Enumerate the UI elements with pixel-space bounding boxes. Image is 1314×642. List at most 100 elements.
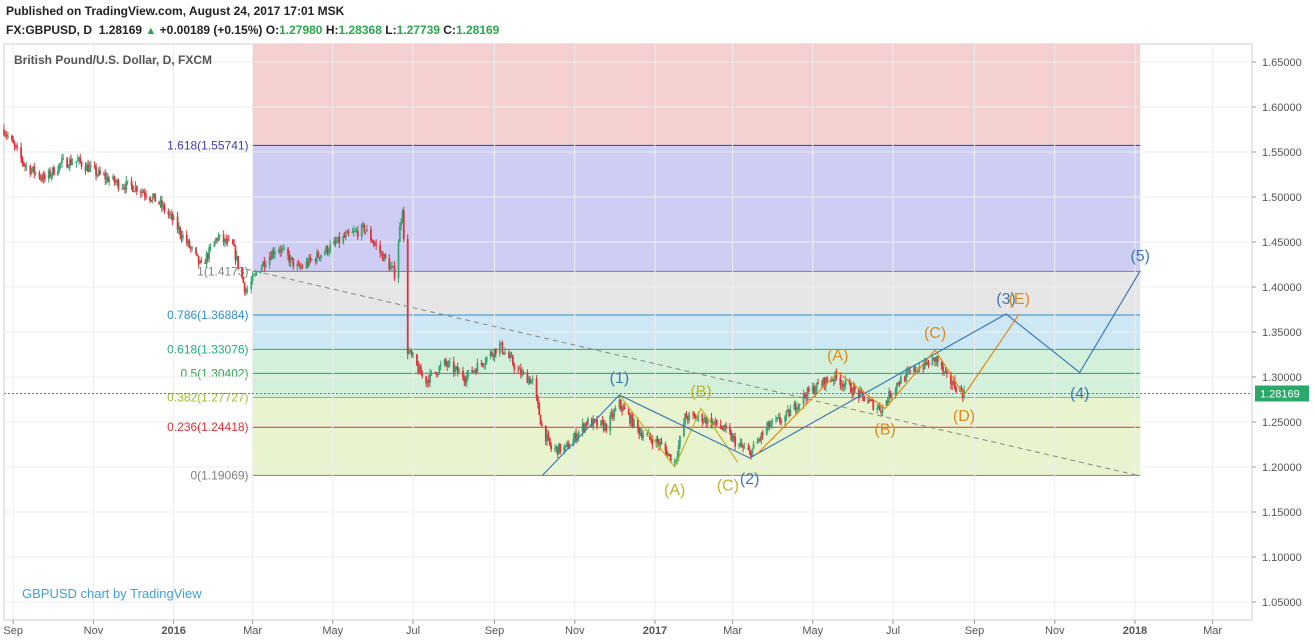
candles [3,124,965,467]
candle-body [830,380,833,382]
candle-body [784,416,787,423]
candle-body [752,443,755,449]
candle-body [527,378,530,384]
price-axis[interactable]: 1.05000 1.10000 1.15000 1.20000 1.25000 1.300… [4,44,1309,620]
candle-body [519,368,522,376]
candle-body [425,376,428,384]
candle-body [38,172,41,178]
price-tick-label: 1.25000 [1262,417,1302,429]
candle-body [412,354,414,356]
candle-body [113,176,116,183]
candle-body [665,450,668,457]
candle-body [105,176,108,180]
candle-body [776,417,779,420]
candle-body [88,166,91,172]
candle-body [464,381,467,383]
candle-body [185,234,188,244]
wave-yellow-label: (A) [664,482,685,499]
candle-body [522,371,525,373]
candle-body [596,420,598,426]
candle-body [955,388,958,392]
candle-body [872,400,875,410]
candle-body [852,386,855,395]
candle-body [364,231,367,233]
candle-body [805,396,808,399]
wave-annotations[interactable]: (A) (B) (C) (1) (2) (3) (4) (5) (A) (B) (C) (D) (E) [245,248,1150,499]
candle-body [217,236,220,241]
candle-body [575,432,577,441]
fib-level-label: 0.618(1.33076) [167,342,248,356]
candle-body [923,359,926,369]
candle-body [952,380,955,385]
candle-body [393,266,396,279]
candle-body [43,174,46,179]
candle-body [288,255,291,263]
candle-body [684,413,687,423]
candle-body [79,157,82,162]
candle-body [30,169,33,174]
candle-body [329,244,332,252]
candle-body [283,248,286,250]
candle-body [714,419,717,423]
candle-body [375,244,378,246]
candle-body [397,242,400,279]
high-label: H: [325,23,339,37]
candle-body [558,443,560,455]
candle-body [352,231,355,233]
candle-body [611,413,614,418]
candle-body [139,191,142,193]
candle-body [667,454,670,457]
candle-body [675,460,677,462]
candle-body [310,259,313,261]
candle-body [241,267,243,278]
low-label: L: [385,23,397,37]
candle-body [34,172,37,174]
candle-body [133,191,136,193]
change-value: +0.00189 (+0.15%) [159,23,263,37]
price-tick-label: 1.65000 [1262,57,1302,69]
candle-body [740,443,743,447]
candle-body [200,260,203,263]
candle-body [80,161,83,167]
candle-body [70,159,72,165]
candle-body [825,377,827,387]
candle-body [475,370,478,373]
candle-body [730,432,733,441]
candle-body [564,445,567,448]
fib-retracement[interactable]: 1.618(1.55741) 1(1.4173) 0.786(1.36884) 0.6… [167,44,1141,482]
candle-body [455,366,458,368]
candle-body [747,447,750,450]
candle-body [406,239,409,354]
candle-body [843,384,846,388]
price-tick-label: 1.40000 [1262,282,1302,294]
candle-body [117,180,120,189]
fib-zone [252,44,1141,146]
candle-body [946,371,948,374]
candle-body [806,387,809,399]
candle-body [20,147,22,158]
candle-body [130,180,133,186]
candle-body [263,261,266,267]
time-axis[interactable]: Sep Nov 2016 Mar May Jul Sep Nov 2017 Mar May Jul Se… [3,619,1252,637]
candle-body [692,413,694,415]
candle-body [584,423,587,431]
candle-body [327,251,330,254]
candle-body [609,415,612,431]
watermark: GBPUSD chart by TradingView [22,586,202,601]
candle-body [723,425,726,430]
candle-body [126,180,129,182]
candle-body [58,163,61,172]
candle-body [593,418,596,421]
candle-body [550,444,552,450]
candle-body [84,166,87,171]
candle-body [199,260,201,264]
time-tick-label: Jul [406,625,420,637]
candle-body [656,439,659,443]
candle-body [33,166,36,174]
candle-body [398,226,401,243]
candle-body [512,356,514,365]
candle-body [890,395,893,398]
candle-body [308,257,310,266]
candle-body [583,423,585,431]
